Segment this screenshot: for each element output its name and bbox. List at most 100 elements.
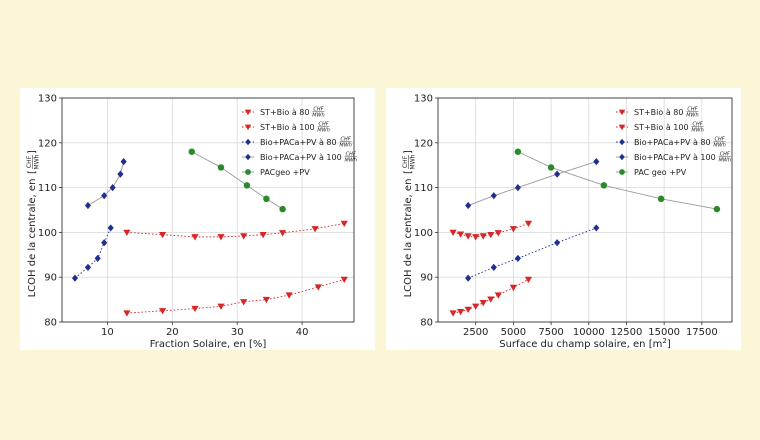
data-point [340,276,348,284]
data-point [263,195,270,203]
data-point [464,306,472,314]
data-point [490,192,497,200]
data-point [259,231,267,239]
x-axis-label: Fraction Solaire, en [%] [150,339,267,350]
data-point [593,158,600,166]
data-point [71,274,79,282]
y-tick-label: 100 [38,228,57,239]
data-point [465,201,472,210]
y-axis-label-text: LCOH de la centrale, en [27,179,38,298]
y-axis-bracket: ] [27,150,38,154]
data-point [158,308,167,315]
x-axis-unit: m [653,339,663,350]
y-axis-bracket: ] [403,150,414,154]
y-tick-label: 120 [38,138,57,149]
y-tick-label: 110 [414,183,433,194]
data-point [524,220,533,228]
legend-marker [619,169,625,175]
y-tick-label: 130 [414,94,433,105]
data-point [465,274,472,282]
data-point [158,231,167,239]
data-point [479,233,487,240]
legend-unit-den: MWh [339,143,351,149]
data-point [191,234,199,241]
y-axis-bracket: [ [403,170,414,174]
data-point [279,205,286,213]
legend-label: ST+Bio à 80 [634,108,683,117]
data-point [262,296,270,304]
y-tick-label: 100 [414,228,433,239]
data-point [600,182,608,189]
legend-unit-num: CHF [341,137,351,143]
x-tick-label: 2500 [463,327,488,338]
data-point [449,229,457,236]
legend-marker [245,138,251,146]
x-tick-label: 10000 [573,327,605,338]
legend-label: Bio+PACa+PV à 100 [260,153,342,162]
legend-marker [244,109,252,116]
series-0 [449,276,533,317]
plot-frame [437,97,733,323]
series-line [467,227,597,279]
left-chart: 10 20 30 40 80 90 100 110 120 130 Fraction Solaire… [26,94,357,351]
y-axis-unit-den: MWh [410,154,417,169]
series-4 [188,148,286,213]
data-point [509,284,517,292]
legend-marker [619,153,625,161]
data-point [123,310,131,317]
data-point [472,234,480,241]
data-point [509,226,517,233]
series-1 [123,220,348,241]
data-point [340,220,348,228]
data-point [472,303,480,310]
x-tick-label: 15000 [648,327,680,338]
data-point [464,233,472,240]
series-line [74,227,112,279]
data-point [487,296,495,303]
y-axis-unit-num: CHF [402,155,409,168]
data-point [524,276,533,284]
series-line [452,279,529,314]
legend-unit-num: CHF [313,107,323,113]
y-axis-unit-den: MWh [34,154,41,169]
y-tick-label: 80 [420,318,433,329]
legend-unit-num: CHF [692,122,702,128]
x-tick-label: 7500 [538,327,563,338]
data-point [217,164,225,171]
series-line [126,279,345,314]
data-point [120,158,127,166]
data-point [191,305,199,313]
series-line [87,161,125,206]
y-tick-label: 110 [38,183,57,194]
y-tick-label: 90 [420,273,433,284]
series-2 [465,224,600,282]
legend-unit-num: CHF [715,137,725,143]
series-0 [123,276,348,317]
x-tick-label: 5000 [501,327,526,338]
x-tick-label: 17500 [686,327,718,338]
data-point [487,231,495,239]
legend-unit-num: CHF [687,107,697,113]
data-point [285,292,293,299]
left-chart-panel: 10 20 30 40 80 90 100 110 120 130 Fraction Solaire… [20,88,375,350]
legend-unit-den: MWh [686,113,698,119]
y-tick-label: 120 [414,138,433,149]
data-point [314,284,322,291]
x-tick-label: 20 [166,327,179,338]
data-point [457,231,465,238]
y-axis-label-text: LCOH de la centrale, en [403,179,414,298]
y-tick-label: 90 [44,273,57,284]
data-point [494,292,502,299]
data-point [593,224,600,232]
legend-unit-num: CHF [318,122,328,128]
legend-label: ST+Bio à 100 [634,123,689,132]
legend-unit-den: MWh [317,128,329,134]
data-point [490,263,497,271]
x-tick-label: 40 [296,327,309,338]
plot-frame [61,97,355,323]
series-1 [449,220,533,241]
series-3 [84,158,127,210]
data-point [311,226,319,233]
data-point [514,254,521,262]
